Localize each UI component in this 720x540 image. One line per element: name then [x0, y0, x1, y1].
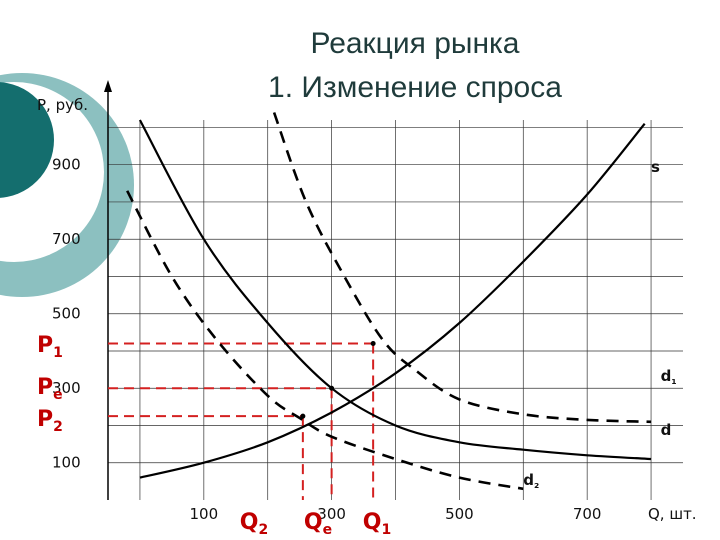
curve-label-s: s	[651, 158, 660, 176]
y-axis-label: P, руб.	[37, 96, 88, 114]
curve-label-d-sub: d₂	[523, 471, 539, 491]
slide-subtitle: 1. Изменение спроса	[268, 71, 562, 104]
curve-s	[139, 123, 646, 479]
y-tick-label: 700	[52, 230, 81, 248]
curves	[126, 112, 652, 491]
y-axis-arrow	[104, 80, 112, 92]
quantity-label-2: Q2	[240, 510, 268, 538]
quantity-label-1: Q1	[363, 510, 391, 538]
equilibrium-point-e	[329, 385, 335, 391]
y-tick-label: 300	[52, 379, 81, 397]
price-label-2: P2	[37, 407, 63, 435]
curve-label-d-sub: d₁	[661, 367, 677, 387]
dark-circle	[0, 82, 54, 198]
y-tick-label: 900	[52, 156, 81, 174]
x-tick-label: 300	[317, 505, 346, 523]
tick-labels: 100 300 500 700 900 100 300 500 700	[52, 156, 601, 523]
x-tick-label: 100	[190, 505, 219, 523]
y-tick-label: 500	[52, 305, 81, 323]
curve-d1	[272, 112, 652, 424]
equilibrium-point-2	[300, 413, 306, 419]
decorative-circles	[0, 73, 134, 297]
x-tick-label: 500	[445, 505, 474, 523]
x-axis-label: Q, шт.	[648, 505, 697, 523]
grid	[108, 120, 683, 500]
axes: P, руб. Q, шт.	[37, 80, 697, 523]
market-labels: P1 Q1 Pe Qe P2 Q2	[37, 333, 391, 538]
curve-d	[138, 119, 652, 461]
price-label-1: P1	[37, 333, 63, 361]
price-label-e: Pe	[37, 375, 63, 403]
quantity-label-e: Qe	[304, 510, 332, 538]
curve-labels: s d₁ d d₂	[523, 158, 676, 491]
curve-label-d: d	[661, 421, 672, 439]
y-tick-label: 100	[52, 454, 81, 472]
x-tick-label: 700	[573, 505, 602, 523]
equilibrium-point-1	[370, 341, 376, 347]
slide-title: Реакция рынка	[310, 27, 520, 60]
curve-d2	[126, 190, 524, 491]
guide-lines	[108, 342, 375, 500]
